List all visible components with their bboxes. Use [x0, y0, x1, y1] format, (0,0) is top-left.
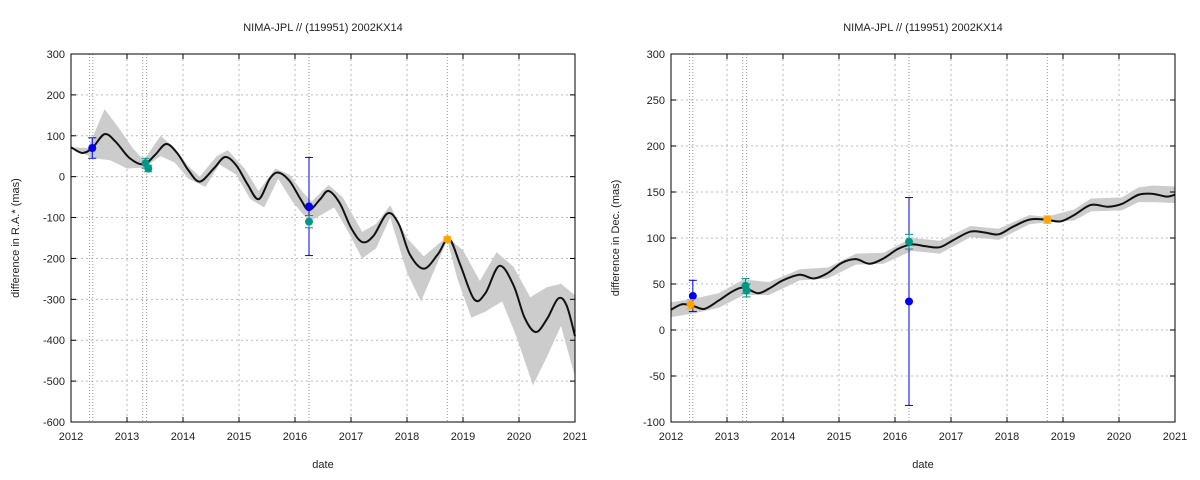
y-axis-label: difference in Dec. (mas) [610, 180, 622, 297]
observation-points [686, 197, 1052, 406]
x-axis-label: date [312, 459, 333, 471]
y-tick-label: 100 [647, 233, 665, 245]
difference-curve [70, 133, 576, 337]
x-tick-label: 2012 [659, 431, 683, 443]
x-tick-label: 2014 [171, 431, 195, 443]
x-tick-label: 2015 [827, 431, 851, 443]
data-point [1043, 215, 1052, 224]
x-axis-label: date [912, 459, 933, 471]
data-point [443, 235, 452, 244]
y-tick-label: -100 [43, 213, 65, 225]
y-tick-label: 300 [47, 49, 65, 61]
x-tick-label: 2021 [1163, 431, 1187, 443]
y-tick-label: -50 [649, 371, 665, 383]
observation-epoch-lines [88, 54, 448, 422]
chart-title: NIMA-JPL // (119951) 2002KX14 [843, 22, 1003, 34]
data-point [305, 217, 313, 226]
y-tick-label: -300 [43, 294, 65, 306]
y-tick-label: 0 [659, 325, 665, 337]
x-tick-label: 2013 [715, 431, 739, 443]
x-tick-label: 2019 [451, 431, 475, 443]
uncertainty-band [71, 109, 575, 386]
y-tick-label: 200 [47, 90, 65, 102]
axis-ticks: -600 -500 -400 -300 -200 -100 0 100 200 300 2012 20… [43, 49, 587, 443]
x-tick-label: 2018 [995, 431, 1019, 443]
x-tick-label: 2019 [1051, 431, 1075, 443]
y-tick-label: 0 [59, 172, 65, 184]
y-tick-label: 150 [647, 187, 665, 199]
grid-lines [71, 54, 575, 422]
x-tick-label: 2015 [227, 431, 251, 443]
y-tick-label: -100 [643, 417, 665, 429]
y-tick-label: 250 [647, 95, 665, 107]
x-tick-label: 2012 [59, 431, 83, 443]
y-tick-label: 300 [647, 49, 665, 61]
y-tick-label: -200 [43, 253, 65, 265]
y-tick-label: -500 [43, 376, 65, 388]
y-tick-label: 50 [653, 279, 665, 291]
observation-points [88, 137, 452, 257]
y-tick-label: 100 [47, 131, 65, 143]
data-point [144, 164, 153, 173]
x-tick-label: 2013 [115, 431, 139, 443]
data-point [742, 286, 751, 295]
y-tick-label: -600 [43, 417, 65, 429]
plot-frame [70, 53, 576, 423]
y-tick-label: 200 [647, 141, 665, 153]
y-axis-label: difference in R.A.* (mas) [10, 178, 22, 298]
data-point [688, 291, 697, 300]
x-tick-label: 2020 [507, 431, 531, 443]
x-tick-label: 2020 [1107, 431, 1131, 443]
x-tick-label: 2016 [283, 431, 307, 443]
x-tick-label: 2014 [771, 431, 795, 443]
data-point [686, 300, 695, 309]
data-point [905, 297, 913, 306]
x-tick-label: 2018 [395, 431, 419, 443]
chart-title: NIMA-JPL // (119951) 2002KX14 [243, 22, 403, 34]
y-tick-label: -400 [43, 335, 65, 347]
axis-ticks: -100 -50 0 50 100 150 200 250 300 2012 2013 2014 201… [643, 49, 1187, 443]
x-tick-label: 2021 [563, 431, 587, 443]
x-tick-label: 2017 [339, 431, 363, 443]
x-tick-label: 2017 [939, 431, 963, 443]
data-point [88, 144, 97, 153]
ra-difference-chart: -600 -500 -400 -300 -200 -100 0 100 200 300 2012 20… [10, 22, 587, 471]
data-point [905, 237, 913, 246]
data-point [305, 202, 313, 211]
grid-lines [671, 54, 1175, 422]
dec-difference-chart: -100 -50 0 50 100 150 200 250 300 2012 2013 2014 201… [610, 22, 1187, 471]
x-tick-label: 2016 [883, 431, 907, 443]
